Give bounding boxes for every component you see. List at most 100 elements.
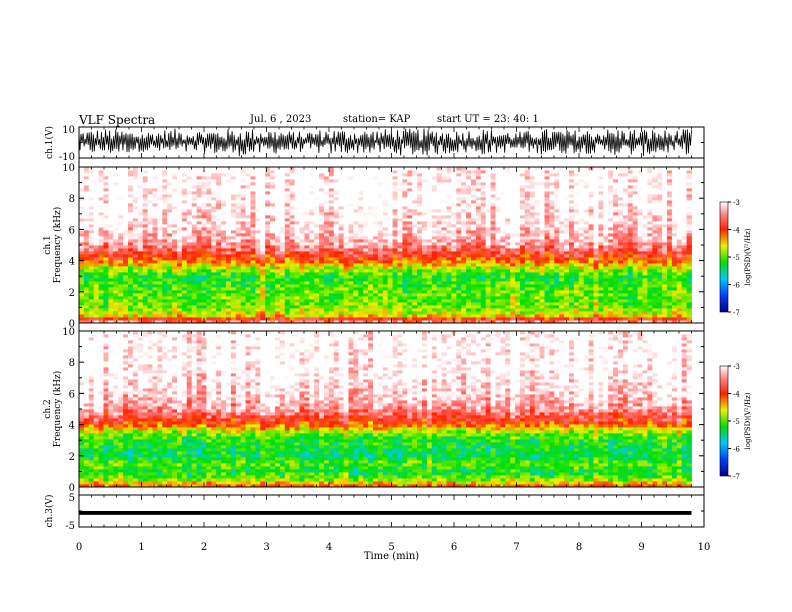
heatmap-cell	[201, 173, 207, 177]
heatmap-cell	[471, 236, 477, 240]
heatmap-cell	[544, 320, 550, 324]
heatmap-cell	[343, 242, 349, 246]
heatmap-cell	[221, 167, 227, 171]
heatmap-cell	[328, 299, 335, 303]
heatmap-cell	[348, 272, 354, 276]
heatmap-cell	[515, 254, 521, 258]
heatmap-cell	[495, 239, 501, 243]
heatmap-cell	[294, 179, 300, 183]
heatmap-cell	[128, 299, 134, 303]
heatmap-cell	[289, 302, 295, 306]
heatmap-cell	[294, 215, 300, 219]
heatmap-cell	[324, 293, 330, 297]
heatmap-cell	[284, 305, 291, 309]
heatmap-cell	[275, 287, 281, 291]
heatmap-cell	[328, 293, 335, 297]
heatmap-cell	[113, 230, 119, 234]
heatmap-cell	[299, 233, 305, 237]
heatmap-cell	[167, 188, 173, 192]
heatmap-cell	[284, 293, 291, 297]
heatmap-cell	[177, 302, 183, 306]
heatmap-cell	[226, 287, 232, 291]
heatmap-cell	[211, 290, 217, 294]
heatmap-cell	[177, 176, 183, 180]
heatmap-cell	[436, 257, 442, 261]
heatmap-cell	[412, 257, 418, 261]
heatmap-cell	[216, 203, 222, 207]
heatmap-cell	[324, 272, 330, 276]
heatmap-cell	[211, 284, 217, 288]
heatmap-cell	[387, 230, 393, 234]
heatmap-cell	[348, 191, 354, 195]
heatmap-cell	[520, 251, 526, 255]
heatmap-cell	[275, 179, 281, 183]
heatmap-cell	[289, 254, 295, 258]
heatmap-cell	[461, 239, 467, 243]
heatmap-cell	[314, 251, 320, 255]
heatmap-cell	[177, 281, 183, 285]
heatmap-cell	[309, 242, 315, 246]
heatmap-cell	[456, 284, 462, 288]
heatmap-cell	[515, 224, 521, 228]
heatmap-cell	[402, 215, 408, 219]
heatmap-cell	[309, 299, 315, 303]
heatmap-cell	[245, 302, 251, 306]
heatmap-cell	[260, 230, 266, 234]
heatmap-cell	[456, 239, 462, 243]
heatmap-cell	[446, 248, 452, 252]
heatmap-cell	[451, 182, 457, 186]
heatmap-cell	[93, 317, 99, 321]
heatmap-cell	[177, 314, 183, 318]
heatmap-cell	[539, 182, 545, 186]
heatmap-cell	[172, 203, 178, 207]
heatmap-cell	[172, 272, 178, 276]
heatmap-cell	[260, 269, 266, 273]
heatmap-cell	[471, 242, 477, 246]
heatmap-cell	[289, 248, 295, 252]
heatmap-cell	[490, 212, 496, 216]
heatmap-cell	[88, 191, 95, 195]
heatmap-cell	[123, 191, 129, 195]
heatmap-cell	[211, 176, 217, 180]
heatmap-cell	[98, 263, 104, 267]
heatmap-cell	[529, 200, 536, 204]
heatmap-cell	[471, 191, 477, 195]
heatmap-cell	[466, 203, 472, 207]
heatmap-cell	[123, 200, 129, 204]
heatmap-cell	[289, 200, 295, 204]
heatmap-cell	[289, 317, 295, 321]
heatmap-cell	[152, 218, 158, 222]
heatmap-cell	[201, 311, 207, 315]
heatmap-cell	[368, 224, 374, 228]
heatmap-cell	[338, 269, 344, 273]
heatmap-cell	[407, 176, 413, 180]
heatmap-cell	[466, 266, 472, 270]
heatmap-cell	[265, 257, 271, 261]
heatmap-cell	[446, 224, 452, 228]
heatmap-cell	[534, 224, 540, 228]
heatmap-cell	[417, 173, 423, 177]
heatmap-cell	[235, 212, 242, 216]
heatmap-cell	[167, 254, 173, 258]
heatmap-cell	[284, 230, 291, 234]
heatmap-cell	[485, 239, 491, 243]
heatmap-cell	[436, 293, 442, 297]
heatmap-cell	[471, 293, 477, 297]
heatmap-cell	[495, 317, 501, 321]
heatmap-cell	[137, 230, 144, 234]
heatmap-cell	[495, 212, 501, 216]
heatmap-cell	[260, 278, 266, 282]
heatmap-cell	[422, 269, 428, 273]
heatmap-cell	[412, 311, 418, 315]
heatmap-cell	[201, 176, 207, 180]
heatmap-cell	[98, 200, 104, 204]
heatmap-cell	[186, 176, 193, 180]
heatmap-cell	[93, 176, 99, 180]
heatmap-cell	[206, 311, 212, 315]
heatmap-cell	[265, 269, 271, 273]
heatmap-cell	[196, 176, 202, 180]
heatmap-cell	[314, 248, 320, 252]
heatmap-cell	[436, 191, 442, 195]
heatmap-cell	[417, 305, 423, 309]
heatmap-cell	[475, 236, 482, 240]
